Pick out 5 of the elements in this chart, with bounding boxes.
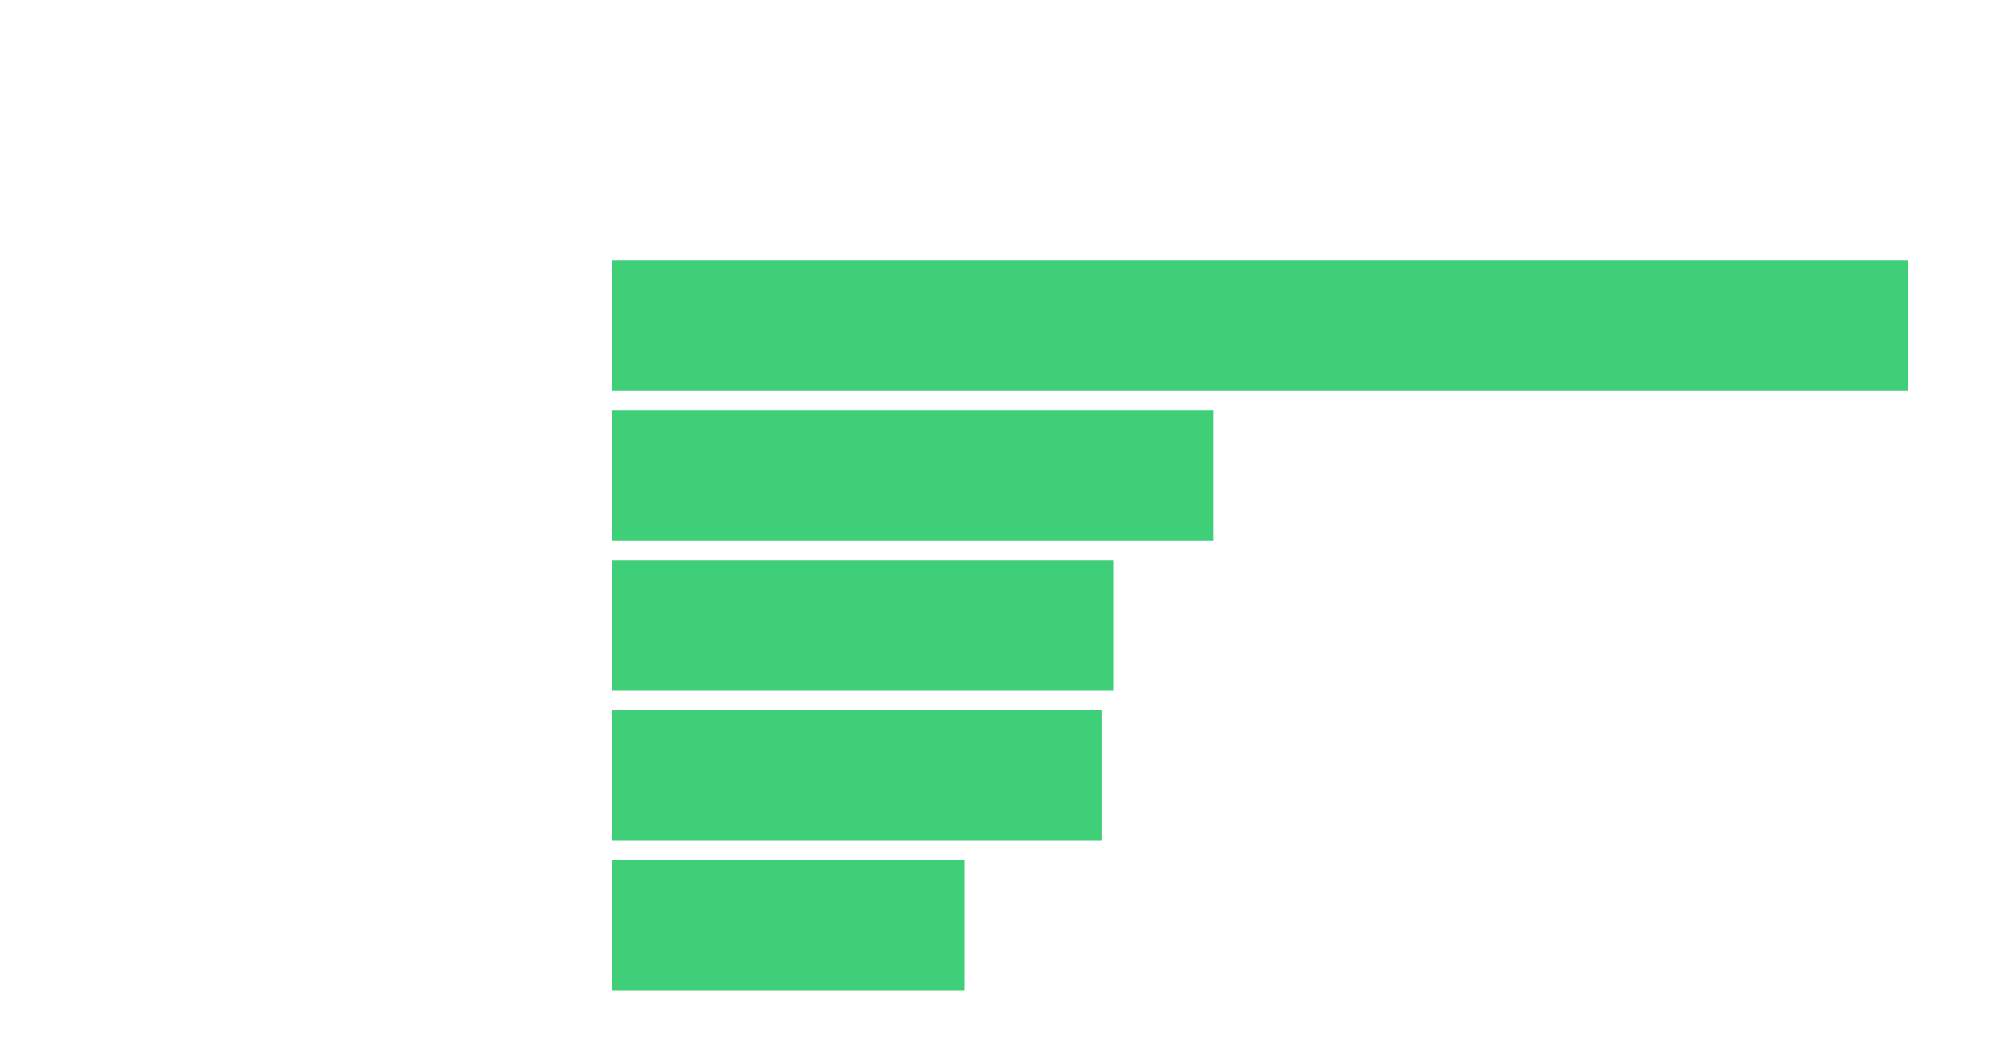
bar: [612, 260, 1908, 391]
bar: [612, 560, 1114, 691]
bar: [612, 410, 1214, 541]
bar: [612, 710, 1102, 841]
bar: [612, 859, 965, 991]
